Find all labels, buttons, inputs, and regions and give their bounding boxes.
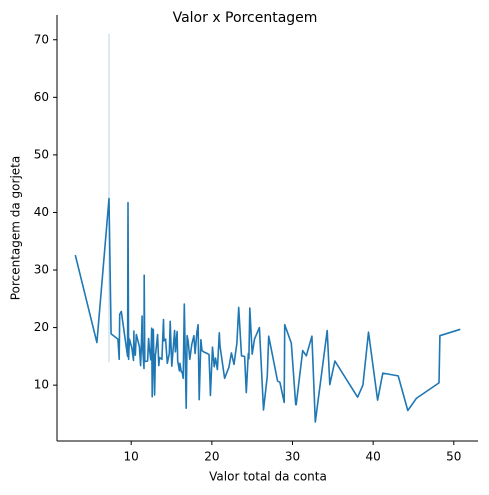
y-tick-label: 70 (34, 32, 49, 46)
y-tick-label: 10 (34, 378, 49, 392)
x-axis-label: Valor total da conta (209, 470, 327, 484)
x-tick-label: 20 (204, 450, 219, 464)
y-tick-label: 60 (34, 90, 49, 104)
y-tick-label: 30 (34, 263, 49, 277)
y-axis-label: Porcentagem da gorjeta (9, 156, 23, 300)
x-tick-label: 10 (124, 450, 139, 464)
y-tick-label: 50 (34, 147, 49, 161)
x-tick-label: 50 (446, 450, 461, 464)
x-tick-label: 40 (366, 450, 381, 464)
x-tick-label: 30 (285, 450, 300, 464)
y-tick-label: 20 (34, 320, 49, 334)
y-tick-label: 40 (34, 205, 49, 219)
data-line (74, 197, 461, 423)
chart-title: Valor x Porcentagem (173, 10, 318, 26)
